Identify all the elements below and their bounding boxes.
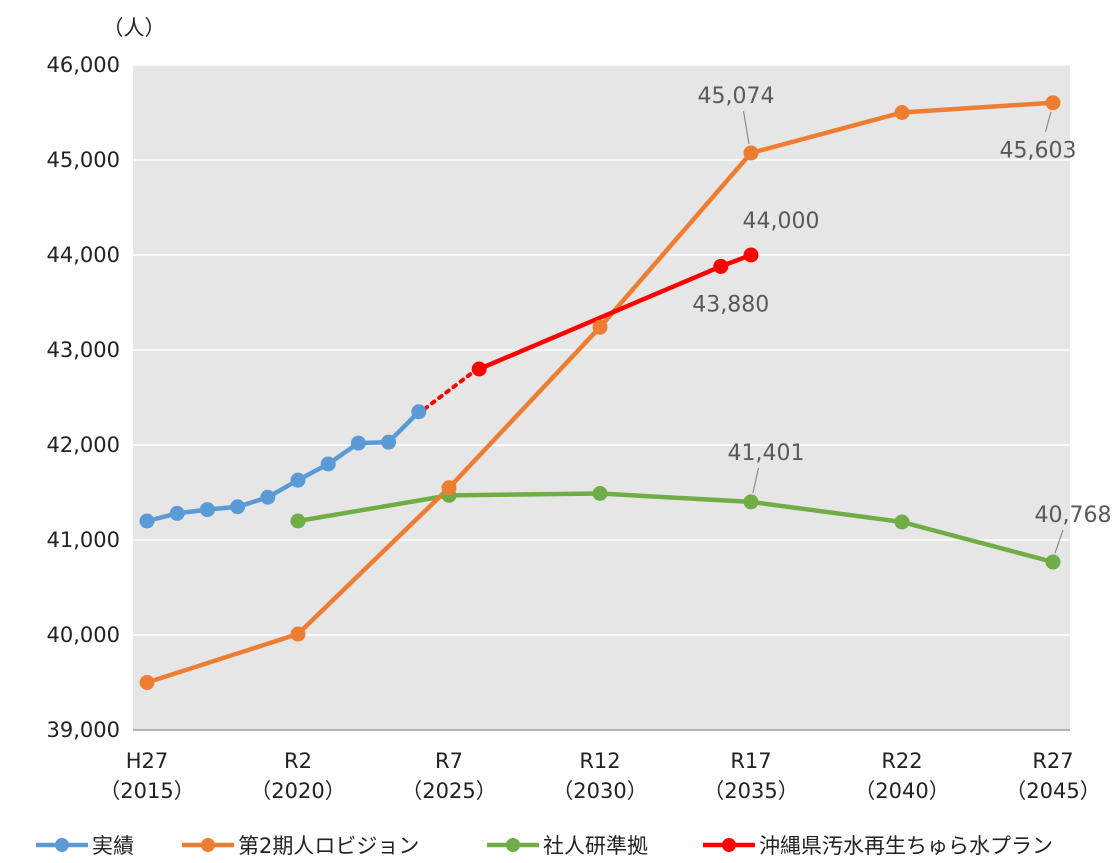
- data-point-series-2: [743, 494, 759, 510]
- data-point-series-0: [290, 472, 306, 488]
- y-axis-ticks: 39,000 40,000 41,000 42,000 43,000 44,000 45,0…: [47, 53, 120, 742]
- data-point-series-1: [290, 626, 306, 642]
- data-label-leader: [1044, 111, 1052, 132]
- x-tick-label: R17: [730, 749, 771, 773]
- legend-swatch-marker: [506, 838, 520, 852]
- x-tick-label: R12: [579, 749, 620, 773]
- data-point-series-0: [350, 435, 366, 451]
- data-point-series-1: [139, 675, 155, 690]
- y-tick-label: 43,000: [47, 338, 120, 362]
- data-point-series-1: [592, 319, 608, 335]
- plot-area: [133, 65, 1070, 730]
- legend: 実績 第2期人ロビジョン 社人研準拠 沖縄県汚水再生ちゅら水プラン: [36, 834, 1053, 858]
- data-point-series-2: [290, 513, 306, 529]
- x-tick-label: H27: [126, 749, 169, 773]
- x-tick-sublabel: （2045）: [1005, 779, 1100, 803]
- data-point-series-3: [471, 361, 487, 377]
- data-label-leader: [1054, 529, 1064, 554]
- legend-swatch-marker: [201, 838, 215, 852]
- data-point-series-0: [381, 434, 397, 450]
- x-axis-ticks: H27 （2015） R2 （2020） R7 （2025） R12 （2030） R17 （20…: [99, 749, 1100, 803]
- data-point-series-0: [139, 513, 155, 529]
- data-point-series-2: [894, 514, 910, 530]
- data-label: 41,401: [728, 441, 805, 466]
- y-tick-label: 46,000: [47, 53, 120, 77]
- data-point-series-0: [169, 505, 185, 521]
- data-label: 44,000: [743, 209, 820, 234]
- data-point-series-1: [1045, 95, 1061, 111]
- data-label: 43,880: [692, 292, 769, 317]
- x-tick-label: R27: [1032, 749, 1073, 773]
- x-tick-label: R2: [284, 749, 312, 773]
- y-axis-unit-label: （人）: [103, 16, 166, 40]
- data-point-series-1: [743, 145, 759, 161]
- legend-label: 第2期人ロビジョン: [238, 834, 419, 858]
- data-point-series-0: [260, 489, 276, 505]
- data-label: 45,603: [1000, 139, 1077, 164]
- legend-swatch-marker: [55, 838, 69, 852]
- legend-label: 社人研準拠: [543, 834, 648, 858]
- y-tick-label: 44,000: [47, 243, 120, 267]
- legend-swatch-marker: [722, 838, 736, 852]
- data-point-series-2: [592, 485, 608, 501]
- x-tick-sublabel: （2025）: [401, 779, 496, 803]
- data-point-series-0: [230, 499, 246, 515]
- legend-label: 実績: [92, 834, 134, 858]
- y-tick-label: 39,000: [47, 718, 120, 742]
- data-label: 40,768: [1035, 503, 1112, 528]
- legend-label: 沖縄県汚水再生ちゅら水プラン: [759, 834, 1053, 858]
- data-label-leader: [752, 467, 760, 494]
- y-tick-label: 42,000: [47, 433, 120, 457]
- data-point-series-1: [441, 480, 457, 496]
- x-tick-sublabel: （2015）: [99, 779, 194, 803]
- x-tick-label: R22: [881, 749, 922, 773]
- x-tick-sublabel: （2030）: [552, 779, 647, 803]
- data-point-series-3: [713, 258, 729, 274]
- x-tick-sublabel: （2020）: [250, 779, 345, 803]
- series-line-0: [144, 409, 422, 524]
- y-tick-label: 41,000: [47, 528, 120, 552]
- y-tick-label: 45,000: [47, 148, 120, 172]
- data-point-series-2: [1045, 554, 1061, 570]
- x-tick-label: R7: [435, 749, 463, 773]
- x-tick-sublabel: （2035）: [703, 779, 798, 803]
- data-point-series-0: [320, 456, 336, 472]
- data-label: 45,074: [698, 84, 775, 109]
- series-points: [139, 95, 1061, 690]
- data-point-series-0: [199, 502, 215, 518]
- series-line-2: [295, 491, 1056, 565]
- data-point-series-0: [411, 404, 427, 420]
- connector-dotted-line: [422, 370, 476, 411]
- y-tick-label: 40,000: [47, 623, 120, 647]
- data-labels: 45,074 45,603 44,000 43,880 41,401 40,768: [692, 84, 1112, 554]
- data-label-leader: [742, 110, 750, 145]
- data-point-series-1: [894, 105, 910, 120]
- x-tick-sublabel: （2040）: [854, 779, 949, 803]
- data-point-series-3: [743, 247, 759, 263]
